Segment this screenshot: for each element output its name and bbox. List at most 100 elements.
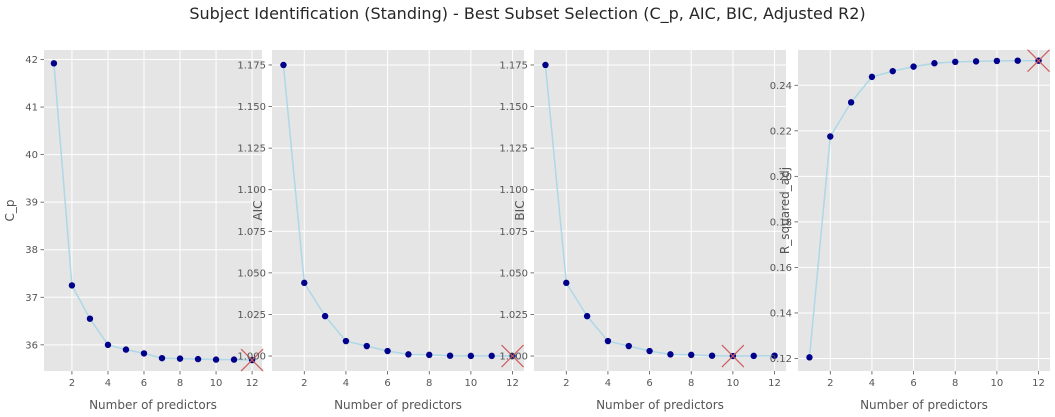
data-point	[625, 342, 632, 350]
x-tick-label: 10	[727, 378, 740, 389]
best-marker	[240, 348, 264, 372]
chart-panel-1: 2 4 6 8 10 12 36 37 38 39 40 41 42 Number of predicto…	[3, 50, 264, 412]
y-axis-label: AIC	[251, 200, 265, 220]
x-tick-label: 2	[563, 378, 569, 389]
x-tick-label: 6	[384, 378, 390, 389]
best-marker	[501, 344, 524, 368]
y-tick-label: 0.16	[770, 263, 792, 274]
data-point	[1014, 57, 1021, 64]
x-tick-label: 6	[910, 378, 916, 389]
y-tick-label: 0.22	[770, 126, 792, 137]
data-point	[583, 312, 591, 320]
plot-area	[798, 50, 1050, 371]
y-tick-label: 1.075	[237, 227, 266, 238]
data-point	[50, 60, 58, 67]
y-tick-label: 1.175	[499, 60, 528, 71]
data-point	[280, 61, 287, 69]
y-tick-label: 42	[25, 55, 38, 66]
figure-title: Subject Identification (Standing) - Best…	[189, 4, 866, 23]
plot-area	[272, 50, 524, 371]
data-point	[384, 347, 391, 355]
data-point	[405, 351, 412, 358]
x-tick-label: 2	[69, 378, 75, 389]
data-point	[158, 354, 166, 362]
data-point	[952, 58, 959, 66]
x-tick-label: 8	[426, 378, 432, 389]
y-tick-label: 1.150	[237, 102, 266, 113]
data-point	[194, 355, 202, 363]
x-tick-label: 8	[952, 378, 958, 389]
data-point	[212, 356, 220, 363]
y-tick-label: 1.000	[499, 352, 528, 363]
data-point	[827, 133, 834, 140]
series-line	[808, 59, 1039, 358]
y-tick-label: 1.050	[499, 268, 528, 279]
data-point	[321, 312, 329, 320]
data-point	[667, 351, 674, 358]
data-point	[868, 73, 876, 81]
data-point	[847, 99, 855, 106]
y-tick-label: 1.100	[237, 185, 266, 196]
data-point	[446, 352, 454, 359]
data-point	[563, 279, 570, 287]
data-point	[230, 356, 238, 363]
y-tick-label: 1.025	[237, 310, 266, 321]
data-point	[910, 63, 917, 70]
data-point	[771, 352, 778, 359]
data-point	[806, 354, 813, 361]
data-point	[68, 282, 76, 289]
x-axis-label: Number of predictors	[89, 398, 217, 412]
y-tick-label: 1.025	[499, 310, 528, 321]
x-axis-label: Number of predictors	[860, 398, 988, 412]
data-point	[86, 315, 94, 322]
best-marker-stroke	[501, 344, 524, 368]
y-tick-label: 1.000	[237, 352, 266, 363]
data-point	[176, 355, 184, 362]
best-marker	[1027, 49, 1050, 73]
y-tick-label: 40	[25, 150, 38, 161]
y-tick-label: 38	[25, 245, 38, 256]
data-point	[604, 337, 612, 345]
series-line	[282, 64, 513, 357]
data-point	[140, 350, 148, 357]
y-tick-label: 41	[25, 103, 38, 114]
plot-area	[534, 50, 786, 371]
data-point	[931, 60, 938, 67]
y-tick-label: 1.050	[237, 268, 266, 279]
y-tick-label: 1.150	[499, 102, 528, 113]
y-tick-label: 0.20	[770, 172, 792, 183]
x-tick-label: 6	[646, 378, 652, 389]
y-tick-label: 0.14	[770, 308, 792, 319]
data-point	[750, 352, 757, 360]
data-point	[342, 337, 350, 345]
y-tick-label: 37	[25, 293, 38, 304]
y-tick-label: 36	[25, 340, 38, 351]
y-tick-label: 1.125	[499, 144, 528, 155]
data-point	[542, 61, 549, 69]
y-tick-label: 1.100	[499, 185, 528, 196]
data-point	[708, 352, 716, 359]
x-axis-label: Number of predictors	[334, 398, 462, 412]
chart-panel-4: 2 4 6 8 10 12 0.12 0.14 0.16 0.18 0.20 0.22 0.24 Numb…	[770, 49, 1050, 412]
x-tick-label: 4	[105, 378, 111, 389]
x-tick-label: 4	[869, 378, 875, 389]
chart-panel-3: 2 4 6 8 10 12 1.000 1.025 1.050 1.075 1.100 1.125 1.…	[499, 50, 786, 412]
y-axis-label: C_p	[3, 200, 17, 222]
plot-area	[44, 50, 262, 371]
x-tick-label: 10	[991, 378, 1004, 389]
x-tick-label: 4	[343, 378, 349, 389]
x-tick-label: 12	[768, 378, 781, 389]
data-point	[122, 346, 130, 353]
y-tick-label: 0.18	[770, 217, 792, 228]
x-tick-label: 6	[141, 378, 147, 389]
data-point	[972, 58, 980, 65]
y-tick-label: 0.12	[770, 354, 792, 365]
x-tick-label: 12	[506, 378, 519, 389]
y-tick-label: 1.125	[237, 144, 266, 155]
x-tick-label: 10	[465, 378, 478, 389]
data-point	[688, 351, 695, 359]
data-point	[993, 57, 1001, 65]
data-point	[363, 342, 370, 350]
x-tick-label: 8	[177, 378, 183, 389]
